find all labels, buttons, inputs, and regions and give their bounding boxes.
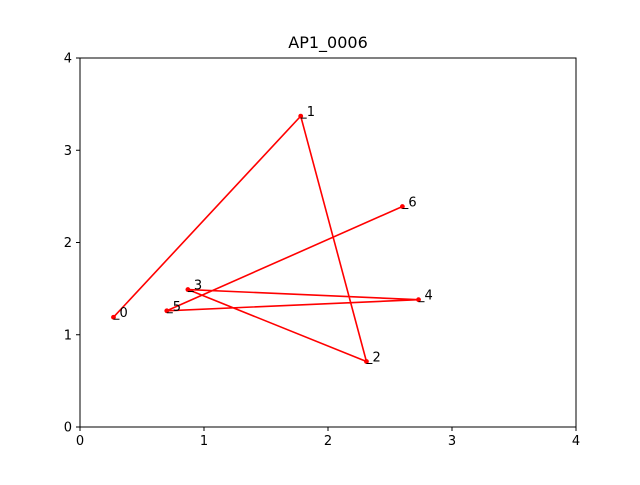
x-tick-label: 3 bbox=[448, 434, 456, 449]
series-line bbox=[112, 115, 420, 363]
point-label-5: 5 bbox=[173, 300, 181, 315]
x-tick-label: 4 bbox=[572, 434, 580, 449]
x-tick-label: 2 bbox=[324, 434, 332, 449]
data-point-2 bbox=[364, 359, 369, 364]
data-point-6 bbox=[400, 204, 405, 209]
y-tick-label: 3 bbox=[64, 144, 72, 159]
point-label-0: 0 bbox=[119, 306, 127, 321]
axes-frame bbox=[79, 57, 577, 428]
y-tick-label: 4 bbox=[64, 52, 72, 67]
point-label-3: 3 bbox=[194, 279, 202, 294]
y-tick-label: 1 bbox=[64, 328, 72, 343]
y-tick-label: 2 bbox=[64, 236, 72, 251]
plot-area: 0 1 2 3 4 0 1 2 3 4 0 1 2 3 4 5 6 bbox=[64, 52, 580, 450]
data-point-4 bbox=[416, 297, 421, 303]
point-label-1: 1 bbox=[307, 105, 315, 120]
data-point-5 bbox=[164, 308, 170, 314]
point-label-6: 6 bbox=[408, 196, 416, 211]
data-point-3 bbox=[185, 287, 191, 292]
point-label-2: 2 bbox=[372, 351, 380, 366]
y-tick-label: 0 bbox=[64, 421, 72, 436]
x-tick-label: 1 bbox=[200, 434, 208, 449]
x-tick-label: 0 bbox=[76, 434, 84, 449]
data-point-1 bbox=[298, 113, 304, 119]
point-label-4: 4 bbox=[425, 289, 433, 304]
chart-title: AP1_0006 bbox=[288, 33, 368, 53]
data-point-0 bbox=[111, 314, 116, 320]
